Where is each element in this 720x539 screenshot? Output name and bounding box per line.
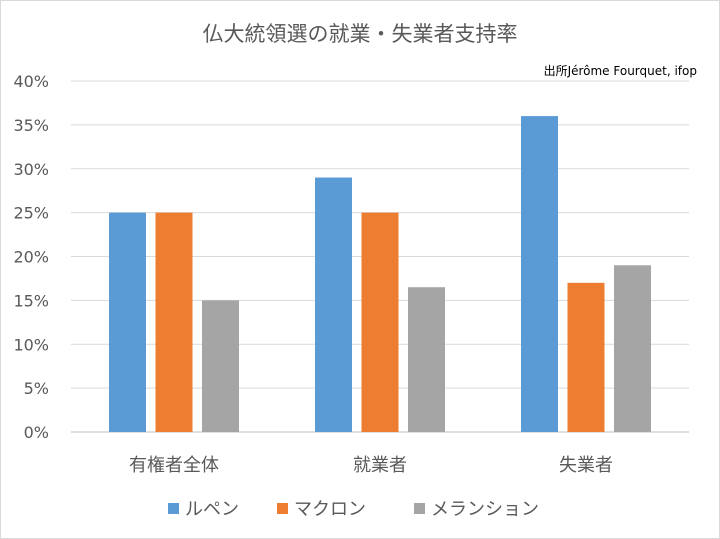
x-category-label: 就業者 [353, 455, 407, 476]
y-tick-label: 30% [13, 160, 49, 179]
bar-ルペン-失業者 [521, 116, 558, 432]
bar-マクロン-失業者 [567, 282, 605, 432]
y-tick-label: 20% [13, 248, 49, 267]
legend-swatch [277, 503, 288, 514]
x-axis-categories: 有権者全体 就業者 失業者 [129, 455, 613, 476]
y-tick-label: 15% [13, 291, 49, 310]
source-note: 出所Jérôme Fourquet, ifop [544, 64, 697, 78]
y-tick-label: 40% [13, 72, 49, 91]
bar-マクロン-有権者全体 [155, 212, 193, 432]
bar-メランション-就業者 [408, 287, 445, 432]
y-tick-label: 35% [13, 116, 49, 135]
bar-マクロン-就業者 [361, 212, 399, 432]
legend-label: メランション [431, 499, 539, 520]
y-tick-label: 0% [24, 423, 49, 442]
legend-swatch [414, 503, 425, 514]
bar-メランション-失業者 [614, 265, 651, 432]
bars [109, 116, 651, 432]
y-axis-ticks: 0% 5% 10% 15% 20% 25% 30% 35% 40% [13, 72, 49, 442]
legend: ルペン マクロン メランション [168, 499, 539, 520]
bar-メランション-有権者全体 [202, 300, 239, 432]
y-tick-label: 25% [13, 204, 49, 223]
bar-ルペン-就業者 [315, 177, 352, 432]
legend-label: マクロン [294, 499, 366, 520]
bar-ルペン-有権者全体 [109, 212, 146, 432]
y-tick-label: 10% [13, 335, 49, 354]
y-tick-label: 5% [24, 379, 49, 398]
legend-label: ルペン [185, 499, 239, 520]
x-category-label: 有権者全体 [129, 455, 219, 476]
chart-title: 仏大統領選の就業・失業者支持率 [203, 22, 518, 46]
x-category-label: 失業者 [559, 455, 613, 476]
legend-swatch [168, 503, 179, 514]
